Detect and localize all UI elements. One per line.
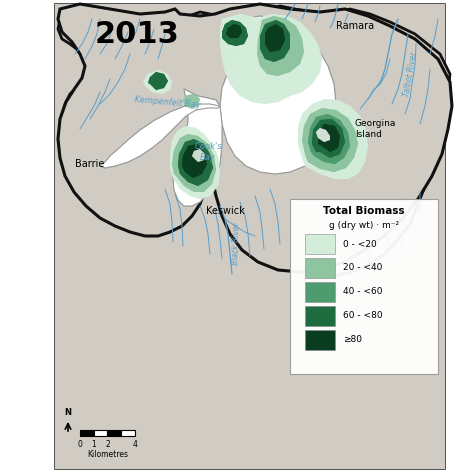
Text: 2013: 2013 [95,19,180,48]
Polygon shape [178,139,213,186]
Polygon shape [100,104,220,168]
Text: 0 - <20: 0 - <20 [343,239,377,248]
Polygon shape [260,20,290,62]
Text: Talbot River: Talbot River [401,51,419,97]
Bar [55,4,445,469]
Text: 2: 2 [105,440,110,449]
Polygon shape [58,4,452,272]
Polygon shape [312,119,345,158]
Text: 1: 1 [91,440,96,449]
Bar [305,306,335,326]
Polygon shape [222,20,248,46]
Polygon shape [143,70,172,94]
Polygon shape [253,14,322,96]
Polygon shape [170,126,220,199]
Polygon shape [58,6,450,276]
Bar [55,4,445,469]
Polygon shape [182,144,207,178]
Polygon shape [253,14,322,96]
Polygon shape [298,99,368,179]
Polygon shape [148,72,168,90]
Polygon shape [260,20,290,62]
Polygon shape [308,114,350,164]
Polygon shape [222,20,248,46]
Text: Keswick: Keswick [206,206,245,216]
Polygon shape [265,24,285,52]
Bar [80,430,94,436]
Polygon shape [226,24,242,38]
Polygon shape [298,99,368,179]
Polygon shape [265,24,285,52]
Polygon shape [318,124,340,152]
Text: Black River: Black River [231,222,241,265]
Text: Kilometres: Kilometres [87,450,128,459]
Text: Total Biomass: Total Biomass [323,206,405,216]
Polygon shape [143,70,172,94]
Polygon shape [183,94,200,109]
Polygon shape [302,108,358,172]
Polygon shape [257,16,304,76]
Bar [290,199,438,374]
Polygon shape [192,149,205,162]
Bar [94,430,108,436]
Polygon shape [173,89,222,206]
Bar [305,330,335,350]
Text: 40 - <60: 40 - <60 [343,288,383,297]
Polygon shape [316,128,330,142]
Text: N: N [64,408,72,417]
Text: 20 - <40: 20 - <40 [343,264,383,273]
Polygon shape [192,149,205,162]
Polygon shape [170,126,220,199]
Bar [305,258,335,278]
Polygon shape [172,134,216,192]
Bar [305,234,335,254]
Polygon shape [312,119,345,158]
Text: g (dry wt) · m⁻²: g (dry wt) · m⁻² [329,220,399,229]
Polygon shape [148,72,168,90]
Polygon shape [316,128,330,142]
Polygon shape [172,134,216,192]
Text: 4: 4 [133,440,137,449]
Polygon shape [302,108,358,172]
Text: 60 - <80: 60 - <80 [343,311,383,320]
Text: Ramara: Ramara [336,21,374,31]
Bar [121,430,135,436]
Polygon shape [220,16,336,174]
Polygon shape [182,144,207,178]
Polygon shape [308,114,350,164]
Polygon shape [173,89,222,206]
Polygon shape [220,16,336,174]
Text: 0: 0 [78,440,82,449]
Bar [305,282,335,302]
Polygon shape [226,24,242,38]
Text: Kempenfelt Bay: Kempenfelt Bay [135,95,201,109]
Polygon shape [257,16,304,76]
Polygon shape [178,139,213,186]
Text: Cook's
Bay: Cook's Bay [194,142,222,162]
Polygon shape [100,104,220,168]
Polygon shape [220,14,305,104]
Polygon shape [183,94,200,109]
Text: Barrie: Barrie [75,159,105,169]
Polygon shape [318,124,340,152]
Text: Georgina
Island: Georgina Island [355,119,396,139]
Bar [108,430,121,436]
Text: ≥80: ≥80 [343,336,362,345]
Polygon shape [220,14,305,104]
